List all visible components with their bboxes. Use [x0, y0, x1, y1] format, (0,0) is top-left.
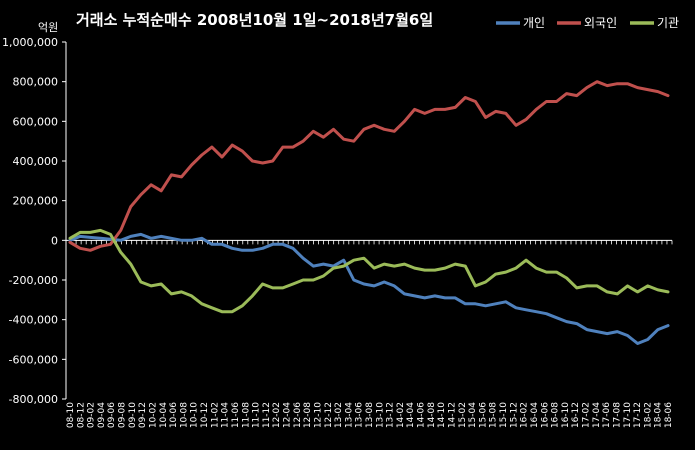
y-tick-label: 400,000 — [13, 155, 59, 168]
x-tick-label: 17-12 — [633, 402, 643, 428]
y-tick-label: -400,000 — [9, 314, 58, 327]
y-tick-label: 0 — [51, 234, 58, 247]
x-tick-label: 16-12 — [571, 402, 581, 428]
x-tick-label: 11-12 — [262, 402, 272, 428]
y-tick-label: -200,000 — [9, 274, 58, 287]
x-tick-label: 15-10 — [499, 402, 509, 428]
x-tick-label: 11-06 — [231, 402, 241, 428]
x-tick-label: 10-10 — [190, 402, 200, 428]
x-tick-label: 13-12 — [386, 402, 396, 428]
x-tick-label: 08-12 — [76, 402, 86, 428]
x-tick-label: 18-04 — [654, 402, 664, 428]
x-tick-label: 14-08 — [427, 402, 437, 428]
x-tick-label: 16-08 — [551, 402, 561, 428]
x-tick-label: 16-06 — [540, 402, 550, 428]
x-tick-label: 09-10 — [128, 402, 138, 428]
x-tick-label: 10-12 — [200, 402, 210, 428]
chart-title: 거래소 누적순매수 2008년10월 1일~2018년7월6일 — [76, 11, 433, 29]
x-tick-label: 14-04 — [406, 402, 416, 428]
x-tick-label: 12-04 — [283, 402, 293, 428]
x-tick-label: 12-12 — [324, 402, 334, 428]
x-tick-label: 17-08 — [612, 402, 622, 428]
x-tick-label: 17-04 — [592, 402, 602, 428]
x-tick-label: 16-02 — [520, 402, 530, 428]
x-tick-label: 11-04 — [221, 402, 231, 428]
x-tick-label: 10-04 — [159, 402, 169, 428]
x-tick-label: 13-02 — [334, 402, 344, 428]
x-tick-label: 13-06 — [355, 402, 365, 428]
series-line-기관 — [68, 228, 670, 314]
x-tick-label: 09-04 — [97, 402, 107, 428]
x-tick-label: 10-08 — [179, 402, 189, 428]
x-tick-label: 18-02 — [643, 402, 653, 428]
legend-label-개인: 개인 — [523, 16, 545, 30]
x-tick-label: 15-08 — [489, 402, 499, 428]
y-tick-label: -800,000 — [9, 393, 58, 406]
y-tick-label: 200,000 — [13, 195, 59, 208]
series-line-외국인 — [68, 80, 670, 252]
legend-label-외국인: 외국인 — [584, 16, 617, 30]
series-layer — [68, 80, 670, 345]
x-tick-label: 09-12 — [138, 402, 148, 428]
x-tick-label: 11-10 — [252, 402, 262, 428]
x-tick-label: 10-06 — [169, 402, 179, 428]
x-tick-label: 12-06 — [293, 402, 303, 428]
axes: 1,000,000 800,000 600,000 400,000 200,000 0 -2… — [2, 36, 674, 428]
x-tick-label: 09-08 — [118, 402, 128, 428]
x-tick-label: 11-02 — [210, 402, 220, 428]
legend: 개인 외국인 기관 — [496, 16, 679, 30]
x-tick-label: 15-02 — [458, 402, 468, 428]
y-axis-unit-label: 억원 — [38, 21, 58, 34]
y-tick-label: 800,000 — [13, 76, 59, 89]
x-tick-label: 09-02 — [87, 402, 97, 428]
x-tick-label: 13-08 — [365, 402, 375, 428]
x-tick-label: 14-10 — [437, 402, 447, 428]
x-tick-label: 14-06 — [417, 402, 427, 428]
x-tick-label: 13-10 — [375, 402, 385, 428]
x-tick-label: 10-02 — [148, 402, 158, 428]
x-tick-label: 08-10 — [66, 402, 76, 428]
x-tick-label: 12-02 — [272, 402, 282, 428]
x-tick-label: 15-06 — [478, 402, 488, 428]
x-tick-label: 12-08 — [303, 402, 313, 428]
y-tick-label: 1,000,000 — [2, 36, 58, 49]
x-tick-label: 17-06 — [602, 402, 612, 428]
x-tick-label: 12-10 — [313, 402, 323, 428]
x-tick-label: 16-04 — [530, 402, 540, 428]
x-tick-label: 15-04 — [468, 402, 478, 428]
x-tick-label: 17-10 — [623, 402, 633, 428]
series-line-개인 — [68, 232, 670, 345]
x-tick-label: 14-12 — [447, 402, 457, 428]
x-tick-label: 18-06 — [664, 402, 674, 428]
y-tick-label: 600,000 — [13, 115, 59, 128]
x-tick-label: 17-02 — [582, 402, 592, 428]
x-tick-label: 16-10 — [561, 402, 571, 428]
legend-label-기관: 기관 — [657, 16, 679, 30]
x-tick-label: 14-02 — [396, 402, 406, 428]
x-tick-label: 15-12 — [509, 402, 519, 428]
x-tick-label: 13-04 — [344, 402, 354, 428]
y-tick-label: -600,000 — [9, 353, 58, 366]
x-tick-label: 11-08 — [241, 402, 251, 428]
x-tick-label: 09-06 — [107, 402, 117, 428]
